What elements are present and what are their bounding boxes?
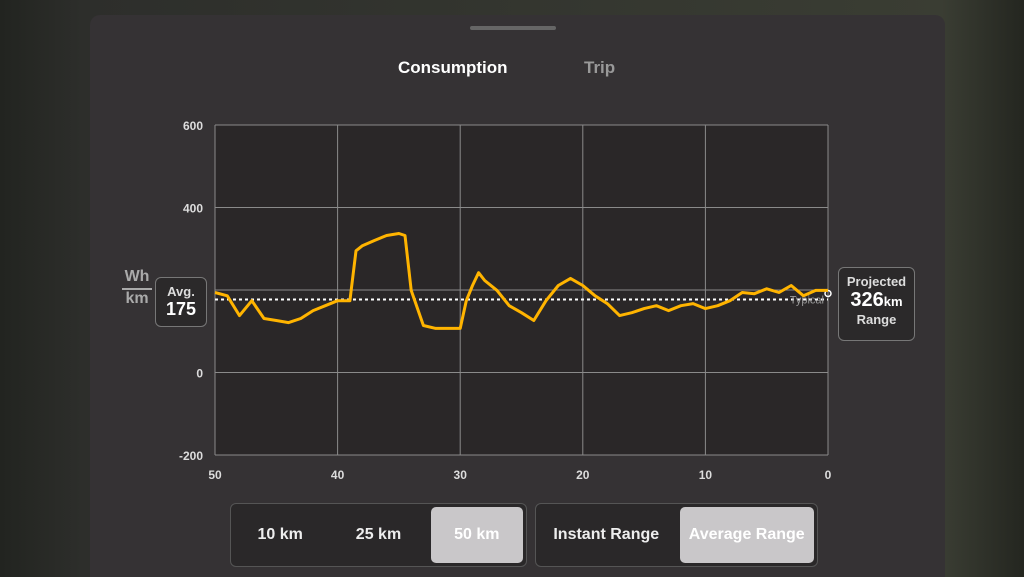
energy-panel bbox=[90, 15, 945, 577]
tab[interactable]: Trip bbox=[584, 58, 616, 77]
distance-button[interactable]: 25 km bbox=[355, 526, 402, 543]
y-unit-bottom: km bbox=[122, 288, 152, 308]
average-value: 175 bbox=[165, 299, 197, 319]
range-button[interactable]: Average Range bbox=[679, 507, 814, 563]
projected-badge: Projected 326km Range bbox=[838, 267, 915, 341]
projected-caption: Range bbox=[856, 312, 897, 327]
tab[interactable]: Consumption bbox=[398, 58, 508, 77]
projected-value: 326 bbox=[850, 289, 884, 311]
range-group: Instant Range Average Range bbox=[535, 503, 818, 567]
average-badge: Avg. 175 bbox=[155, 277, 207, 327]
average-label: Avg. bbox=[167, 284, 195, 299]
distance-button[interactable]: 50 km bbox=[430, 507, 523, 563]
y-unit-top: Wh bbox=[124, 268, 150, 285]
projected-label: Projected bbox=[846, 274, 907, 289]
projected-unit: km bbox=[883, 294, 903, 309]
drag-handle[interactable] bbox=[470, 26, 556, 30]
range-button[interactable]: Instant Range bbox=[553, 526, 660, 543]
distance-button[interactable]: 10 km bbox=[257, 526, 303, 543]
distance-group: 10 km 25 km 50 km bbox=[230, 503, 527, 567]
y-unit: Wh km bbox=[122, 268, 152, 308]
